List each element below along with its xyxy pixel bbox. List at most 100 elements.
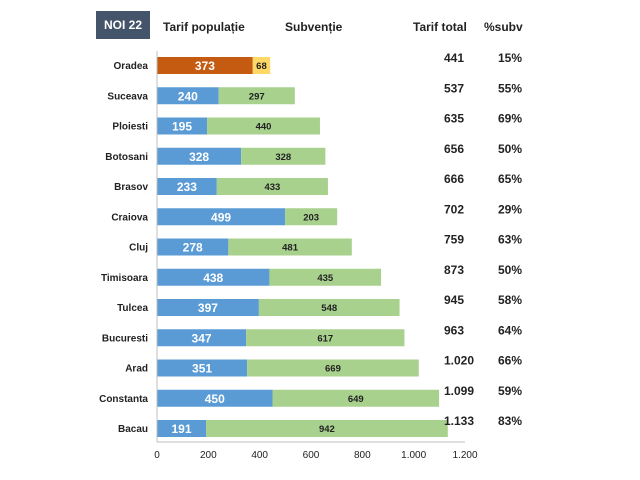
bar-tarif-populatie xyxy=(157,87,219,105)
data-label-tarif-populatie: 278 xyxy=(183,241,203,255)
tarif-total-value: 873 xyxy=(444,263,464,277)
bar-subventie xyxy=(216,178,328,195)
tarif-total-value: 759 xyxy=(444,233,464,247)
data-label-subventie: 433 xyxy=(264,182,280,193)
category-label: Brasov xyxy=(114,182,148,193)
data-label-tarif-populatie: 347 xyxy=(192,331,212,345)
data-label-subventie: 942 xyxy=(319,424,335,435)
pct-subv-value: 83% xyxy=(498,414,522,428)
header-tarif-total: Tarif total xyxy=(413,20,467,34)
bar-subventie xyxy=(207,117,320,135)
category-label: Cluj xyxy=(129,243,148,254)
data-label-subventie: 328 xyxy=(275,152,291,163)
pct-subv-value: 59% xyxy=(498,384,522,398)
pct-subv-value: 63% xyxy=(498,233,522,247)
tarif-total-value: 666 xyxy=(444,172,464,186)
header-subventie: Subvenție xyxy=(285,20,343,34)
data-label-subventie: 481 xyxy=(282,243,299,254)
data-label-tarif-populatie: 328 xyxy=(189,150,209,164)
pct-subv-value: 29% xyxy=(498,202,522,216)
data-label-tarif-populatie: 438 xyxy=(203,271,223,285)
data-label-subventie: 440 xyxy=(256,122,272,133)
data-label-subventie: 617 xyxy=(317,333,333,344)
bar-subventie xyxy=(206,420,448,437)
category-label: Botosani xyxy=(105,152,148,163)
pct-subv-value: 55% xyxy=(498,81,522,95)
bar-tarif-populatie xyxy=(157,208,286,226)
data-label-tarif-populatie: 351 xyxy=(192,362,212,376)
category-label: Oradea xyxy=(114,61,149,72)
bar-tarif-populatie xyxy=(157,389,273,407)
data-label-tarif-populatie: 240 xyxy=(178,89,198,103)
data-label-subventie: 203 xyxy=(303,212,319,223)
x-tick-label: 200 xyxy=(200,450,217,461)
bar-tarif-populatie xyxy=(157,329,247,347)
x-tick-label: 1.000 xyxy=(401,450,426,461)
bar-subventie xyxy=(269,268,382,286)
pct-subv-value: 65% xyxy=(498,172,522,186)
bar-tarif-populatie xyxy=(157,238,229,256)
bar-subventie xyxy=(247,359,419,377)
pct-subv-value: 66% xyxy=(498,354,522,368)
data-label-subventie: 649 xyxy=(348,394,364,405)
data-label-subventie: 548 xyxy=(321,303,337,314)
category-label: Timisoara xyxy=(101,273,148,284)
bar-subventie xyxy=(285,208,338,226)
data-label-tarif-populatie: 499 xyxy=(211,210,231,224)
bar-tarif-populatie xyxy=(157,147,242,165)
bar-subventie xyxy=(272,389,440,407)
tarif-total-value: 963 xyxy=(444,323,464,337)
x-tick-label: 0 xyxy=(154,450,160,461)
data-label-tarif-populatie: 450 xyxy=(205,392,225,406)
category-label: Arad xyxy=(125,364,148,375)
bar-tarif-populatie xyxy=(157,299,259,316)
header-tarif-populatie: Tarif populație xyxy=(163,20,245,34)
tarif-total-value: 1.099 xyxy=(444,384,474,398)
bar-subventie xyxy=(241,147,326,165)
tarif-total-value: 702 xyxy=(444,202,464,216)
tarif-total-value: 441 xyxy=(444,51,464,65)
bar-subventie xyxy=(252,57,271,74)
x-tick-label: 800 xyxy=(354,450,371,461)
tarif-total-value: 945 xyxy=(444,293,464,307)
header-pct-subv: %subv xyxy=(484,20,523,34)
x-tick-label: 1.200 xyxy=(452,450,477,461)
data-label-tarif-populatie: 191 xyxy=(171,422,191,436)
bar-subventie xyxy=(218,87,295,105)
tarif-total-value: 1.020 xyxy=(444,354,474,368)
data-label-tarif-populatie: 397 xyxy=(198,301,218,315)
category-label: Bucuresti xyxy=(102,333,148,344)
pct-subv-value: 15% xyxy=(498,51,522,65)
bar-subventie xyxy=(228,238,352,256)
pct-subv-value: 69% xyxy=(498,112,522,126)
period-badge: NOI 22 xyxy=(96,11,150,39)
category-label: Constanta xyxy=(99,394,148,405)
pct-subv-value: 50% xyxy=(498,142,522,156)
tarif-total-value: 656 xyxy=(444,142,464,156)
category-label: Craiova xyxy=(111,212,148,223)
category-label: Tulcea xyxy=(117,303,148,314)
bar-subventie xyxy=(246,329,405,347)
data-label-tarif-populatie: 373 xyxy=(195,59,215,73)
bar-tarif-populatie xyxy=(157,268,270,286)
x-tick-label: 600 xyxy=(303,450,320,461)
pct-subv-value: 50% xyxy=(498,263,522,277)
bar-tarif-populatie xyxy=(157,178,217,195)
x-tick-label: 400 xyxy=(251,450,268,461)
bar-tarif-populatie xyxy=(157,117,208,135)
pct-subv-value: 58% xyxy=(498,293,522,307)
pct-subv-value: 64% xyxy=(498,323,522,337)
data-label-subventie: 435 xyxy=(317,273,334,284)
data-label-tarif-populatie: 233 xyxy=(177,180,197,194)
bar-tarif-populatie xyxy=(157,359,248,377)
bar-tarif-populatie xyxy=(157,57,253,74)
data-label-subventie: 297 xyxy=(249,91,265,102)
category-label: Suceava xyxy=(107,91,148,102)
tarif-total-value: 635 xyxy=(444,112,464,126)
tarif-total-value: 537 xyxy=(444,81,464,95)
tarif-total-value: 1.133 xyxy=(444,414,474,428)
data-label-tarif-populatie: 195 xyxy=(172,120,192,134)
bar-tarif-populatie xyxy=(157,420,207,437)
data-label-subventie: 669 xyxy=(325,364,341,375)
